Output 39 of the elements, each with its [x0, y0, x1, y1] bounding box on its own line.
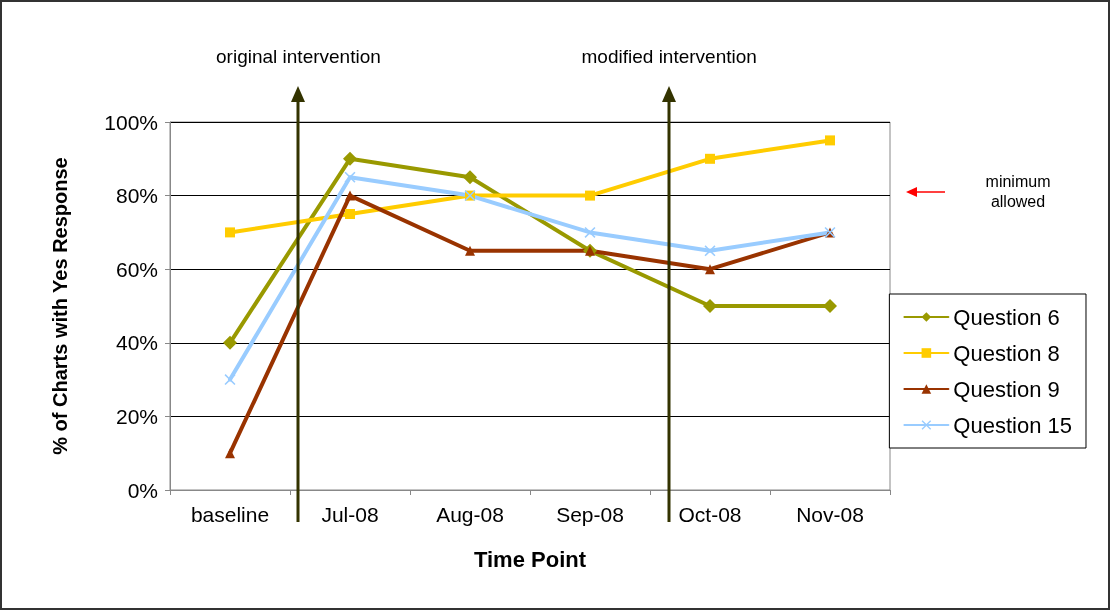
- point: [465, 245, 475, 256]
- y-tick-label: 40%: [115, 331, 158, 355]
- point: [463, 170, 477, 185]
- point: [704, 245, 716, 257]
- x-tick-label: Jul-08: [321, 503, 379, 526]
- point: [585, 190, 595, 201]
- legend-label: Question 6: [953, 304, 1060, 330]
- point: [343, 151, 357, 166]
- point: [225, 448, 235, 459]
- y-tick-label: 80%: [115, 184, 158, 208]
- point: [584, 226, 596, 238]
- point: [223, 335, 237, 350]
- y-tick-label: 100%: [104, 110, 158, 134]
- legend-label: Question 8: [953, 340, 1060, 366]
- point: [345, 190, 355, 201]
- point: [823, 299, 837, 313]
- text: modified intervention: [581, 45, 757, 67]
- point: [344, 171, 356, 183]
- x-tick-label: Sep-08: [556, 503, 624, 526]
- point: [825, 135, 835, 146]
- legend-label: Question 15: [953, 412, 1072, 438]
- x-tick-label: Oct-08: [678, 503, 742, 526]
- point: [705, 153, 715, 164]
- point: [705, 264, 715, 275]
- text: original intervention: [216, 45, 381, 67]
- point: [703, 299, 717, 313]
- text: minimum allowed: [985, 173, 1051, 211]
- x-tick-label: Aug-08: [436, 503, 504, 526]
- y-tick-label: 0%: [127, 478, 158, 502]
- point: [345, 209, 355, 219]
- x-axis-title: Time Point: [473, 546, 587, 572]
- x-tick-label: baseline: [190, 503, 270, 526]
- point: [225, 227, 235, 238]
- legend-label: Question 9: [953, 376, 1060, 402]
- x-tick-label: Nov-08: [796, 503, 864, 526]
- y-axis-title: % of Charts with Yes Response: [49, 157, 71, 455]
- point: [224, 374, 236, 386]
- y-tick-label: 60%: [115, 257, 158, 281]
- y-tick-label: 20%: [115, 404, 158, 428]
